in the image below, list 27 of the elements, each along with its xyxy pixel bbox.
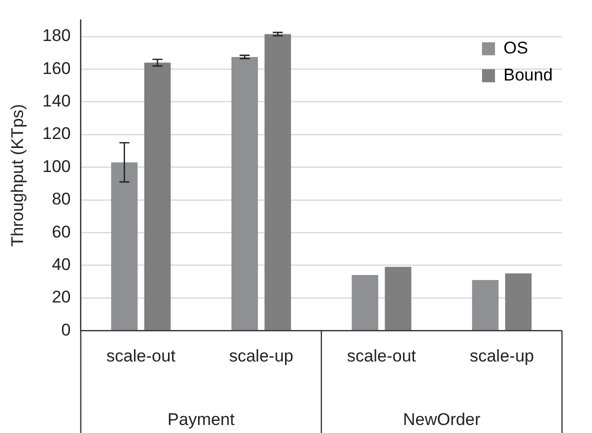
bar [352,275,378,330]
legend-label: Bound [504,65,553,84]
y-tick-label: 0 [61,320,71,340]
bar [264,34,292,330]
y-tick-label: 80 [52,190,71,209]
x-tick-label: scale-up [229,346,294,366]
x-tick-label: scale-out [106,346,176,366]
x-tick-label: scale-out [347,346,416,366]
legend-label: OS [504,38,528,58]
x-tick-label: scale-up [470,346,534,366]
bar [505,273,532,330]
y-tick-label: 160 [42,58,71,78]
bar [472,280,499,330]
text: NewOrder [402,410,481,430]
y-tick-label: 20 [52,288,71,307]
y-tick-label: 180 [42,26,71,46]
bar [231,56,258,330]
y-tick-label: 140 [42,92,71,111]
bar [144,62,171,330]
bar [384,266,412,330]
y-axis-title: Throughput (KTps) [8,104,27,247]
y-tick-label: 40 [52,254,71,274]
y-tick-label: 100 [42,156,71,176]
text: Payment [168,410,235,430]
y-tick-label: 120 [42,124,71,144]
y-tick-label: 60 [52,222,71,242]
bar [111,162,138,330]
